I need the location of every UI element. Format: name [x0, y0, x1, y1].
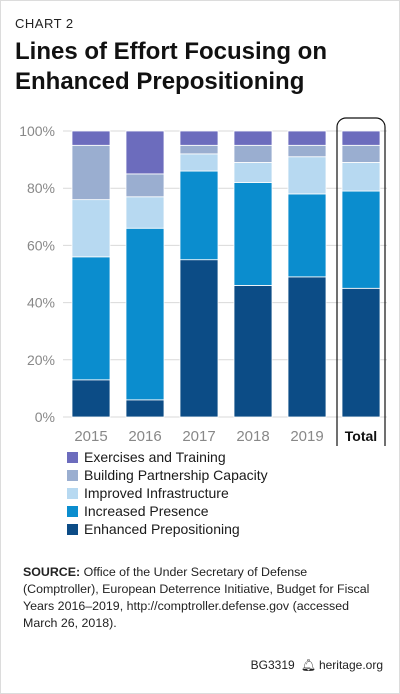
bar-segment — [71, 199, 111, 258]
bar-segment — [71, 379, 111, 418]
bar-segment — [125, 399, 165, 418]
bar-segment — [341, 144, 381, 163]
y-tick-label: 0% — [35, 409, 55, 425]
chart-title-line1: Lines of Effort Focusing on — [15, 38, 327, 65]
legend-label: Enhanced Prepositioning — [84, 521, 240, 537]
bar-segment — [233, 182, 273, 286]
footer-credit: BG3319 🔔︎ heritage.org — [251, 658, 383, 672]
legend-label: Increased Presence — [84, 503, 209, 519]
bar-segment — [287, 193, 327, 278]
y-tick-label: 40% — [27, 295, 55, 311]
legend-swatch — [67, 451, 78, 463]
x-tick-label: 2015 — [74, 428, 107, 445]
bar-segment — [341, 162, 381, 192]
chart-legend: Exercises and Training Building Partnersh… — [67, 448, 268, 538]
bar-segment — [179, 130, 219, 146]
y-tick-label: 100% — [19, 123, 55, 139]
chart-title-line2: Enhanced Prepositioning — [15, 68, 305, 95]
bar-segment — [287, 156, 327, 195]
x-tick-label: 2018 — [236, 428, 269, 445]
y-tick-label: 80% — [27, 180, 55, 196]
bar-segment — [233, 285, 273, 418]
bar-segment — [125, 130, 165, 175]
legend-label: Building Partnership Capacity — [84, 467, 268, 483]
legend-item: Exercises and Training — [67, 448, 268, 466]
legend-swatch — [67, 523, 78, 535]
bar-segment — [287, 276, 327, 418]
legend-swatch — [67, 487, 78, 499]
bar-segment — [179, 153, 219, 172]
bar-segment — [71, 144, 111, 201]
legend-label: Improved Infrastructure — [84, 485, 229, 501]
x-tick-label: 2016 — [128, 428, 161, 445]
bar-segment — [287, 130, 327, 146]
bar-segment — [179, 144, 219, 155]
total-highlight-frame — [336, 117, 386, 446]
chart-title: Lines of Effort Focusing on Enhanced Pre… — [15, 37, 387, 97]
liberty-bell-icon: 🔔︎ — [300, 658, 316, 672]
bar-segment — [233, 162, 273, 183]
bar-segment — [287, 144, 327, 158]
legend-swatch — [67, 505, 78, 517]
legend-item: Enhanced Prepositioning — [67, 520, 268, 538]
bar-segment — [125, 173, 165, 198]
bar-segment — [341, 130, 381, 146]
bar-segment — [233, 144, 273, 163]
bar-segment — [341, 190, 381, 289]
source-text: Office of the Under Secretary of Defense… — [23, 565, 370, 630]
y-tick-label: 20% — [27, 352, 55, 368]
legend-label: Exercises and Training — [84, 449, 226, 465]
bar-segment — [71, 256, 111, 381]
bar-segment — [71, 130, 111, 146]
x-tick-label: Total — [345, 428, 377, 444]
bar-segment — [179, 259, 219, 418]
x-tick-label: 2019 — [290, 428, 323, 445]
legend-item: Increased Presence — [67, 502, 268, 520]
report-code: BG3319 — [250, 658, 295, 672]
legend-item: Building Partnership Capacity — [67, 466, 268, 484]
stacked-bar-chart: 0% 20% 40% 60% 80% 100% 2015 2016 2017 2018 2019 To… — [19, 117, 387, 446]
bar-segment — [341, 287, 381, 418]
bar-segment — [125, 227, 165, 401]
legend-item: Improved Infrastructure — [67, 484, 268, 502]
source-note: SOURCE: Office of the Under Secretary of… — [23, 564, 383, 632]
bar-segment — [233, 130, 273, 146]
y-tick-label: 60% — [27, 237, 55, 253]
brand-name: heritage.org — [318, 658, 383, 672]
chart-number: CHART 2 — [15, 16, 74, 31]
x-tick-label: 2017 — [182, 428, 215, 445]
legend-swatch — [67, 469, 78, 481]
source-label: SOURCE: — [23, 565, 81, 579]
bar-segment — [179, 170, 219, 261]
bar-segment — [125, 196, 165, 229]
